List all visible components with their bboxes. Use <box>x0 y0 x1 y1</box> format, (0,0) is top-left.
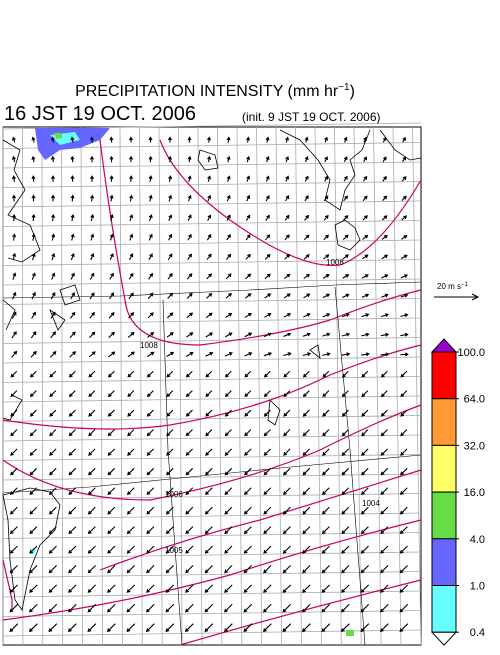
init-time: (init. 9 JST 19 OCT. 2006) <box>242 110 381 124</box>
colorbar-label: 1.0 <box>470 581 485 593</box>
isobar-label: 1008 <box>140 341 158 350</box>
title: PRECIPITATION INTENSITY (mm hr−1) <box>75 82 355 100</box>
isobar-label: 1004 <box>362 499 380 508</box>
colorbar-label: 32.0 <box>464 440 485 452</box>
colorbar-segment <box>432 352 456 399</box>
colorbar-under <box>432 632 456 645</box>
title-main: PRECIPITATION INTENSITY (mm hr <box>75 83 339 100</box>
colorbar-segment <box>432 539 456 586</box>
colorbar-segment <box>432 492 456 539</box>
colorbar-segment <box>432 399 456 446</box>
isobar-label: 1005 <box>165 546 183 555</box>
colorbar: 100.0 64.0 32.0 16.0 4.0 1.0 0.4 <box>432 339 485 645</box>
map-frame <box>3 127 421 645</box>
colorbar-over <box>432 339 456 352</box>
colorbar-label: 4.0 <box>470 534 485 546</box>
title-exp: −1 <box>338 82 350 93</box>
colorbar-label: 16.0 <box>464 487 485 499</box>
wind-scale-arrow <box>434 294 478 300</box>
wind-scale-label: 20 m s−1 <box>437 282 469 291</box>
colorbar-segment <box>432 445 456 492</box>
map-area: 1008 1008 1006 1004 1005 <box>3 123 421 645</box>
wind-scale-text: 20 m s <box>437 282 461 291</box>
valid-time: 16 JST 19 OCT. 2006 <box>4 103 196 125</box>
wind-scale-exp: −1 <box>461 282 469 288</box>
colorbar-label: 0.4 <box>470 627 485 639</box>
colorbar-label: 64.0 <box>464 394 485 406</box>
colorbar-segment <box>432 586 456 633</box>
title-close: ) <box>350 83 355 100</box>
isobar-label: 1008 <box>326 258 344 267</box>
isobar-label: 1006 <box>165 490 183 499</box>
colorbar-label: 100.0 <box>457 347 485 359</box>
